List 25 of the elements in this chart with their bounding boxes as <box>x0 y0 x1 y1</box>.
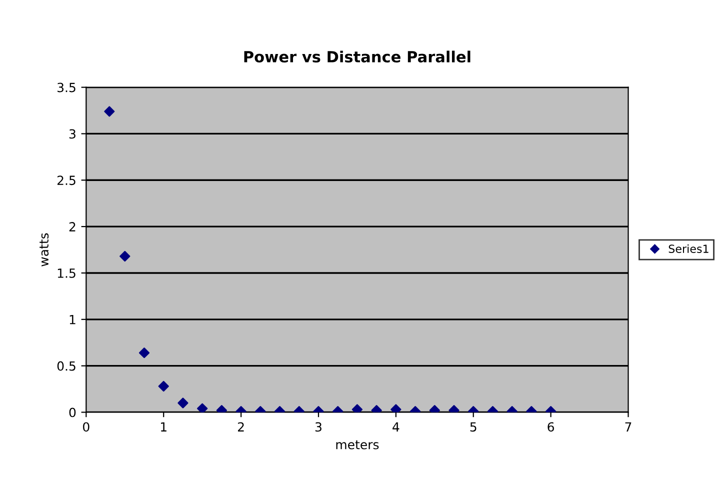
y-tick-label: 3.5 <box>58 82 76 92</box>
x-tick-label: 3 <box>315 422 322 432</box>
chart-title: Power vs Distance Parallel <box>244 50 470 63</box>
x-tick-label: 6 <box>548 422 554 432</box>
point <box>120 250 130 262</box>
x-tick-label: 0 <box>83 422 90 432</box>
y-tick-label: 2 <box>69 222 76 232</box>
x-tick-label: 1 <box>161 422 166 432</box>
x-axis-title: meters <box>336 440 379 450</box>
y-tick-label: 1 <box>70 315 76 324</box>
y-tick-label: 3 <box>69 129 76 139</box>
legend-label: Series1 <box>668 244 708 253</box>
x-tick-label: 7 <box>625 422 632 432</box>
point <box>352 404 363 412</box>
y-tick-label: 2.5 <box>57 176 76 186</box>
x-tick-label: 5 <box>470 422 476 432</box>
y-tick-label: 0.5 <box>57 361 76 371</box>
x-tick-label: 4 <box>392 422 400 432</box>
x-tick-label: 2 <box>238 422 244 432</box>
y-axis-title: watts <box>40 233 49 266</box>
point <box>197 403 208 412</box>
point <box>104 106 115 117</box>
y-tick-label: 0 <box>69 408 76 418</box>
y-tick-label: 1.5 <box>58 268 76 278</box>
point <box>390 404 402 412</box>
